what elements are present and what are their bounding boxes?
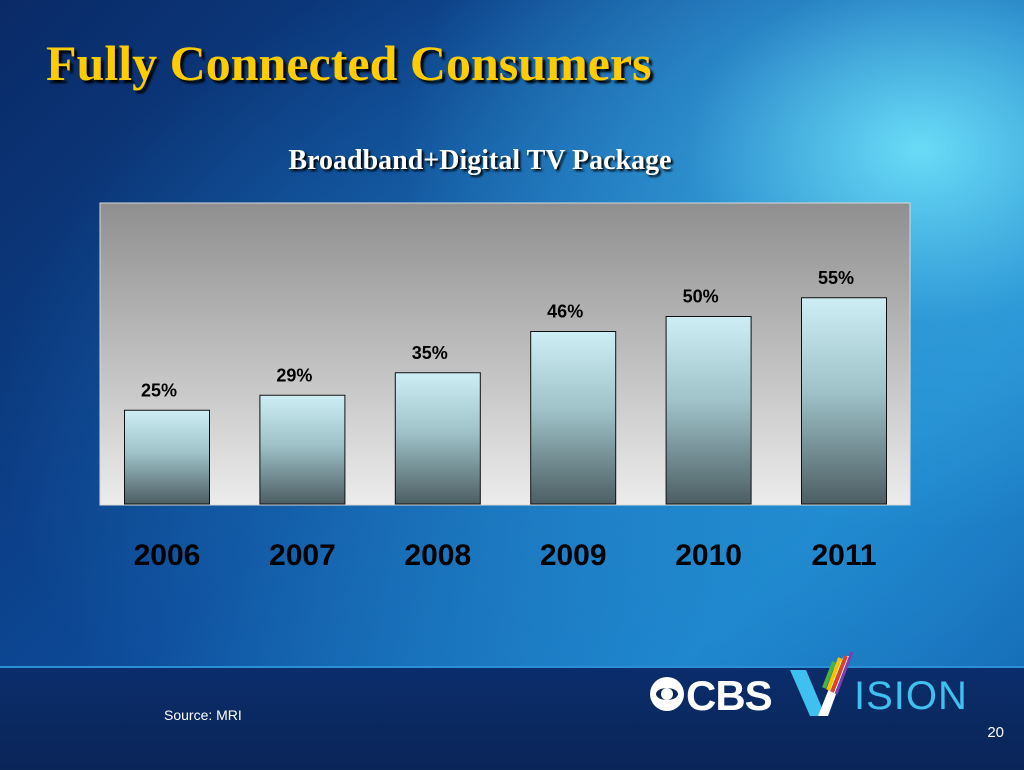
- value-label-2011: 55%: [818, 268, 854, 288]
- source-note: Source: MRI: [164, 707, 242, 723]
- bar-2010: [665, 316, 752, 505]
- plot-area: [99, 202, 911, 506]
- value-label-2007: 29%: [276, 365, 312, 385]
- x-tick-label-2011: 2011: [811, 539, 876, 572]
- chart-title: Broadband+Digital TV Package: [288, 145, 672, 176]
- x-tick-label-2008: 2008: [404, 539, 471, 572]
- page-number: 20: [987, 724, 1004, 741]
- vision-v-icon: [790, 651, 854, 716]
- footer-band: [0, 666, 1024, 770]
- cbs-vision-logo: CBS ISION: [648, 650, 968, 722]
- bar-2009: [530, 331, 617, 505]
- value-label-2010: 50%: [683, 287, 719, 307]
- value-label-2009: 46%: [547, 302, 583, 322]
- value-label-2006: 25%: [141, 380, 177, 400]
- bar-2007: [259, 394, 346, 505]
- x-tick-label-2010: 2010: [675, 539, 742, 572]
- x-tick-label-2009: 2009: [540, 539, 607, 572]
- x-tick-label-2006: 2006: [134, 539, 201, 572]
- x-tick-label-2007: 2007: [269, 539, 336, 572]
- vision-wordmark: ISION: [854, 674, 968, 718]
- bar-2011: [801, 297, 887, 505]
- cbs-wordmark: CBS: [686, 672, 773, 719]
- bar-2006: [124, 409, 210, 505]
- bar-2008: [394, 372, 481, 505]
- cbs-eye-icon: [650, 677, 684, 711]
- bar-chart: 25% 29% 35% 46% 50% 55% 2006 2007 2008 2009 2010 2…: [99, 202, 911, 572]
- slide-title: Fully Connected Consumers: [46, 35, 652, 91]
- value-label-2008: 35%: [412, 343, 448, 363]
